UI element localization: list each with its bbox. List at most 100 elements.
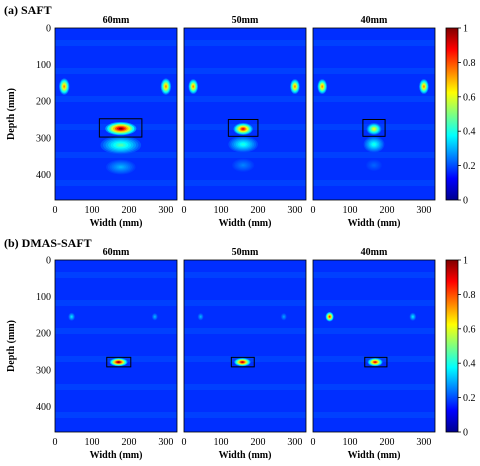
heatmap-texture — [184, 68, 306, 74]
x-tick-label: 300 — [158, 437, 173, 448]
heatmap-texture — [313, 412, 435, 418]
heatmap-texture — [313, 40, 435, 46]
colorbar-gradient — [445, 27, 459, 201]
heatmap-texture — [184, 328, 306, 334]
x-axis-label: Width (mm) — [219, 450, 272, 461]
heatmap-texture — [55, 272, 177, 278]
x-tick-label: 100 — [342, 205, 357, 216]
y-tick-label: 400 — [36, 170, 51, 181]
heatmap-texture — [313, 180, 435, 186]
y-tick-label: 0 — [46, 256, 51, 267]
y-tick-label: 200 — [36, 329, 51, 340]
y-tick-label: 300 — [36, 133, 51, 144]
intensity-blob — [165, 85, 167, 88]
x-tick-label: 300 — [416, 205, 431, 216]
heatmap-texture — [55, 96, 177, 102]
x-tick-label: 200 — [379, 437, 394, 448]
colorbar-tick-label: 0.8 — [463, 58, 476, 69]
x-tick-label: 0 — [311, 205, 316, 216]
panel-b-label: (b) DMAS-SAFT — [4, 236, 92, 250]
intensity-blob — [372, 143, 376, 146]
subplot-60mm: 60mm 0 100 200 300 Width (mm) — [53, 247, 178, 461]
heatmap-texture — [184, 412, 306, 418]
x-tick-label: 300 — [287, 437, 302, 448]
panel-dmas-saft: Depth (mm) 0 100 200 300 400 60mm 0 100 200 300 Wid… — [6, 247, 476, 461]
subplot-title: 60mm — [103, 15, 130, 26]
intensity-blob — [63, 85, 65, 88]
colorbar: 0 0.2 0.4 0.6 0.8 1 — [445, 24, 476, 207]
x-tick-label: 0 — [182, 205, 187, 216]
x-tick-label: 200 — [250, 205, 265, 216]
y-tick-label: 200 — [36, 97, 51, 108]
x-axis-label: Width (mm) — [348, 450, 401, 461]
intensity-blob — [118, 166, 123, 168]
target-rectangle — [230, 356, 255, 368]
heatmap-texture — [184, 180, 306, 186]
target-rectangle — [227, 118, 259, 137]
x-tick-label: 200 — [121, 437, 136, 448]
colorbar-tick-label: 1 — [463, 256, 468, 267]
heatmap-texture — [184, 96, 306, 102]
x-axis-label: Width (mm) — [90, 450, 143, 461]
colorbar: 0 0.2 0.4 0.6 0.8 1 — [445, 256, 476, 439]
colorbar-tick-label: 0.4 — [463, 127, 476, 138]
colorbar-tick-label: 0.6 — [463, 324, 476, 335]
panel-a-label: (a) SAFT — [4, 3, 52, 17]
intensity-blob — [423, 85, 425, 88]
subplot-40mm: 40mm 0 100 200 300 Width (mm) — [311, 247, 436, 461]
heatmap-texture — [184, 40, 306, 46]
x-tick-label: 100 — [84, 437, 99, 448]
intensity-blob — [200, 316, 202, 318]
subplot-title: 60mm — [103, 247, 130, 258]
y-tick-label: 400 — [36, 402, 51, 413]
heatmap-texture — [55, 412, 177, 418]
intensity-blob — [412, 316, 414, 318]
intensity-blob — [241, 143, 246, 146]
heatmap-texture — [313, 68, 435, 74]
heatmap-texture — [55, 40, 177, 46]
subplot-title: 40mm — [361, 247, 388, 258]
subplot-frame — [54, 259, 178, 433]
x-tick-label: 0 — [182, 437, 187, 448]
colorbar-gradient — [445, 259, 459, 433]
intensity-blob — [283, 316, 285, 318]
heatmap-texture — [184, 384, 306, 390]
intensity-blob — [294, 85, 296, 88]
heatmap-texture — [313, 272, 435, 278]
x-tick-label: 200 — [121, 205, 136, 216]
colorbar-tick-label: 0.8 — [463, 290, 476, 301]
y-axis-label: Depth (mm) — [6, 320, 17, 372]
y-tick-label: 0 — [46, 24, 51, 35]
x-tick-label: 300 — [158, 205, 173, 216]
intensity-blob — [321, 85, 323, 88]
subplot-frame — [183, 27, 307, 201]
intensity-blob — [71, 316, 73, 318]
heatmap-texture — [184, 272, 306, 278]
heatmap-texture — [313, 328, 435, 334]
heatmap-texture — [55, 384, 177, 390]
heatmap-background — [55, 28, 177, 200]
x-axis-label: Width (mm) — [348, 218, 401, 229]
colorbar-tick-label: 0.2 — [463, 393, 476, 404]
colorbar-tick-label: 0 — [463, 428, 468, 439]
y-axis-label: Depth (mm) — [6, 88, 17, 140]
x-axis-label: Width (mm) — [219, 218, 272, 229]
intensity-blob — [241, 164, 245, 167]
heatmap-texture — [55, 180, 177, 186]
colorbar-tick-label: 0.2 — [463, 161, 476, 172]
heatmap-texture — [55, 300, 177, 306]
heatmap-texture — [313, 96, 435, 102]
heatmap-background — [313, 260, 435, 432]
intensity-blob — [329, 316, 331, 318]
heatmap-texture — [55, 152, 177, 158]
intensity-blob — [192, 85, 194, 88]
x-tick-label: 200 — [250, 437, 265, 448]
subplot-title: 40mm — [361, 15, 388, 26]
x-tick-label: 300 — [416, 437, 431, 448]
subplot-frame — [312, 27, 436, 201]
heatmap-background — [184, 28, 306, 200]
x-tick-label: 100 — [342, 437, 357, 448]
subplot-title: 50mm — [232, 247, 259, 258]
x-tick-label: 100 — [213, 205, 228, 216]
